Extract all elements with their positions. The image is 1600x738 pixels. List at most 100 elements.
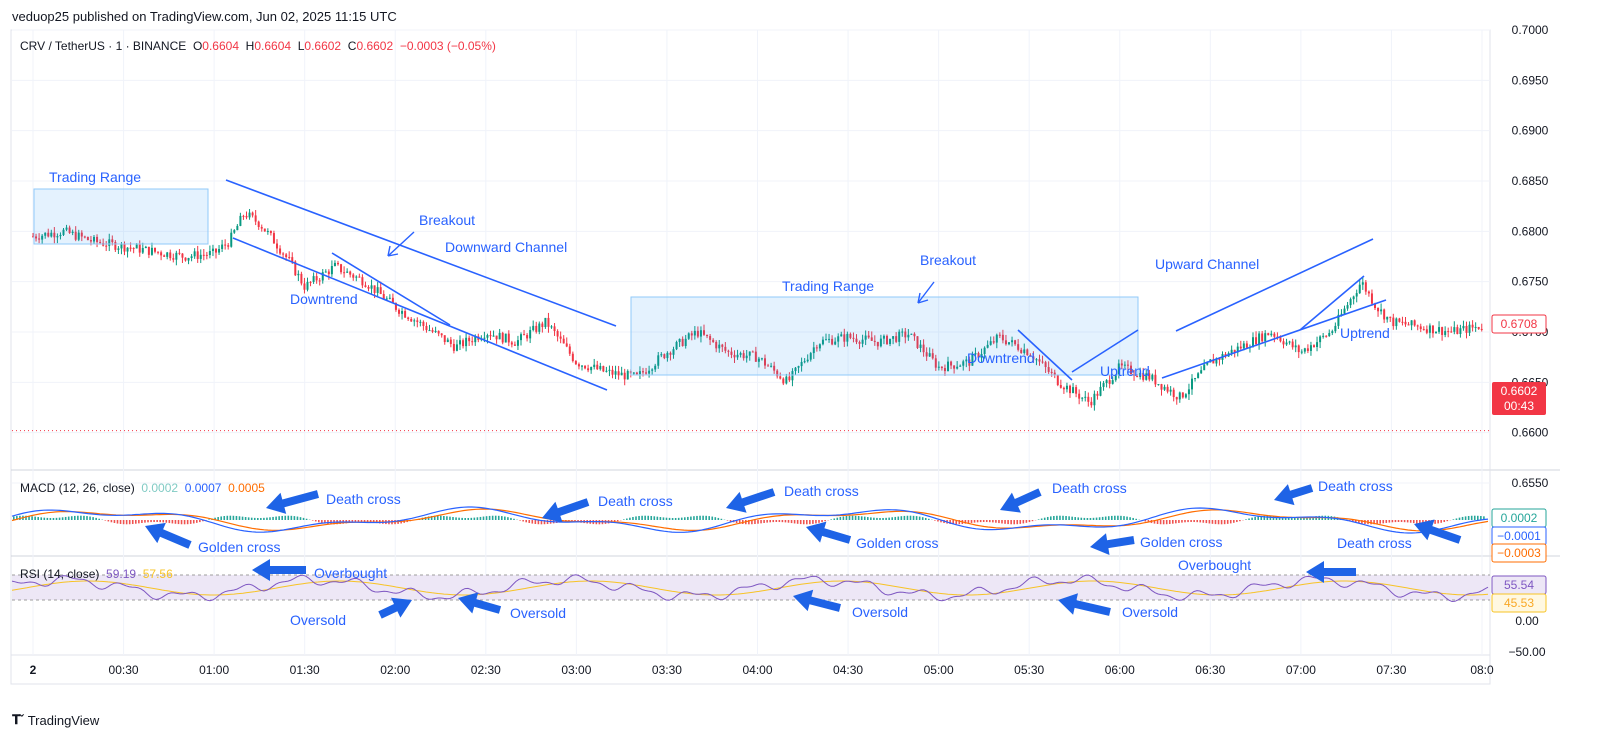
- macd-histogram-bar: [433, 515, 436, 520]
- macd-histogram-bar: [1168, 520, 1171, 525]
- macd-histogram-bar: [833, 518, 836, 520]
- macd-histogram-bar: [354, 520, 357, 523]
- macd-histogram-bar: [208, 519, 210, 520]
- low-value: 0.6602: [304, 39, 342, 53]
- macd-histogram-bar: [790, 520, 793, 524]
- macd-histogram-bar: [1025, 520, 1028, 523]
- macd-histogram-bar: [144, 520, 146, 523]
- footer-brand[interactable]: 𝐓ˇ TradingView: [12, 712, 99, 728]
- macd-histogram-bar: [1446, 520, 1449, 522]
- candle-body: [611, 369, 614, 375]
- macd-histogram-bar: [34, 516, 36, 520]
- candle-body: [651, 369, 654, 371]
- candle-body: [1441, 327, 1444, 335]
- candle-body: [303, 283, 306, 290]
- macd-histogram-bar: [1473, 515, 1476, 520]
- macd-histogram-bar: [372, 520, 375, 523]
- macd-histogram-bar: [537, 520, 540, 525]
- candle-body: [794, 367, 797, 372]
- symbol-pair[interactable]: CRV / TetherUS · 1 · BINANCE: [20, 39, 187, 53]
- macd-histogram-bar: [86, 516, 88, 520]
- macd-histogram-bar: [141, 520, 143, 523]
- candle-body: [230, 232, 233, 247]
- candle-body: [1361, 282, 1364, 285]
- candle-body: [117, 248, 120, 250]
- candle-body: [452, 343, 455, 351]
- candle-body: [1370, 293, 1373, 304]
- close-value: 0.6602: [356, 39, 394, 53]
- macd-histogram-bar: [1220, 520, 1223, 525]
- macd-histogram-bar: [1053, 515, 1055, 520]
- macd-histogram-bar: [232, 515, 235, 520]
- macd-histogram-bar: [497, 515, 500, 520]
- macd-histogram-bar: [504, 516, 506, 520]
- annotation-arrow: [458, 592, 502, 614]
- candle-body: [236, 225, 239, 231]
- macd-histogram-bar: [668, 517, 671, 520]
- candle-body: [834, 341, 837, 345]
- candle-body: [80, 232, 83, 237]
- macd-histogram-bar: [1373, 520, 1375, 525]
- macd-histogram-bar: [879, 517, 881, 520]
- candle-body: [568, 346, 571, 354]
- candle-body: [1413, 320, 1416, 326]
- macd-histogram-bar: [830, 519, 832, 520]
- macd-histogram-bar: [714, 517, 717, 520]
- candle-body: [1154, 374, 1157, 385]
- annotation-label: Downward Channel: [445, 239, 567, 255]
- macd-histogram-bar: [1050, 516, 1052, 520]
- annotation-arrow: [252, 559, 306, 581]
- candle-body: [855, 338, 858, 343]
- macd-histogram-bar: [540, 520, 543, 525]
- candle-body: [785, 376, 788, 384]
- rsi-legend[interactable]: RSI (14, close) 59.19 57.56: [20, 567, 173, 581]
- candle-body: [1123, 364, 1126, 366]
- time-tick-label: 04:00: [742, 663, 772, 677]
- candle-body: [892, 336, 895, 339]
- candle-body: [330, 265, 333, 275]
- macd-histogram-bar: [1300, 517, 1302, 520]
- candle-body: [114, 242, 117, 250]
- candle-body: [1151, 374, 1154, 380]
- macd-histogram-bar: [1202, 520, 1205, 523]
- candle-body: [358, 276, 361, 278]
- macd-label: MACD (12, 26, close): [20, 481, 135, 495]
- macd-histogram-bar: [1294, 517, 1296, 520]
- candle-body: [773, 365, 776, 371]
- macd-histogram-bar: [1156, 520, 1159, 525]
- candle-body: [1099, 386, 1102, 396]
- candle-body: [1215, 358, 1218, 364]
- macd-histogram-bar: [1422, 520, 1424, 525]
- candle-body: [1245, 343, 1248, 348]
- macd-value-tag: −0.0003: [1497, 546, 1541, 560]
- annotation-arrow: [1414, 519, 1462, 544]
- candle-body: [401, 311, 404, 314]
- annotation-arrow: [1000, 488, 1042, 513]
- candle-body: [693, 330, 696, 336]
- macd-histogram-bar: [1016, 520, 1019, 525]
- macd-legend[interactable]: MACD (12, 26, close) 0.0002 0.0007 0.000…: [20, 481, 265, 495]
- candle-body: [373, 285, 376, 293]
- macd-histogram-bar: [491, 515, 494, 520]
- candle-body: [864, 335, 867, 340]
- macd-histogram-bar: [220, 516, 222, 520]
- candle-body: [1468, 324, 1471, 333]
- candle-body: [175, 252, 178, 260]
- candle-body: [474, 336, 477, 343]
- candle-body: [1102, 383, 1105, 387]
- candle-body: [1282, 341, 1285, 345]
- candle-body: [712, 339, 715, 342]
- candle-body: [901, 331, 904, 333]
- candle-body: [910, 333, 913, 335]
- candle-body: [407, 317, 410, 320]
- candle-body: [1288, 341, 1291, 343]
- candle-body: [654, 365, 657, 370]
- candle-body: [1431, 325, 1434, 334]
- macd-histogram-bar: [1065, 515, 1067, 520]
- candle-body: [617, 371, 620, 376]
- open-value: 0.6604: [202, 39, 239, 53]
- candle-body: [620, 372, 623, 376]
- candle-body: [1142, 372, 1145, 380]
- candle-body: [1041, 361, 1044, 363]
- macd-histogram-bar: [513, 518, 515, 520]
